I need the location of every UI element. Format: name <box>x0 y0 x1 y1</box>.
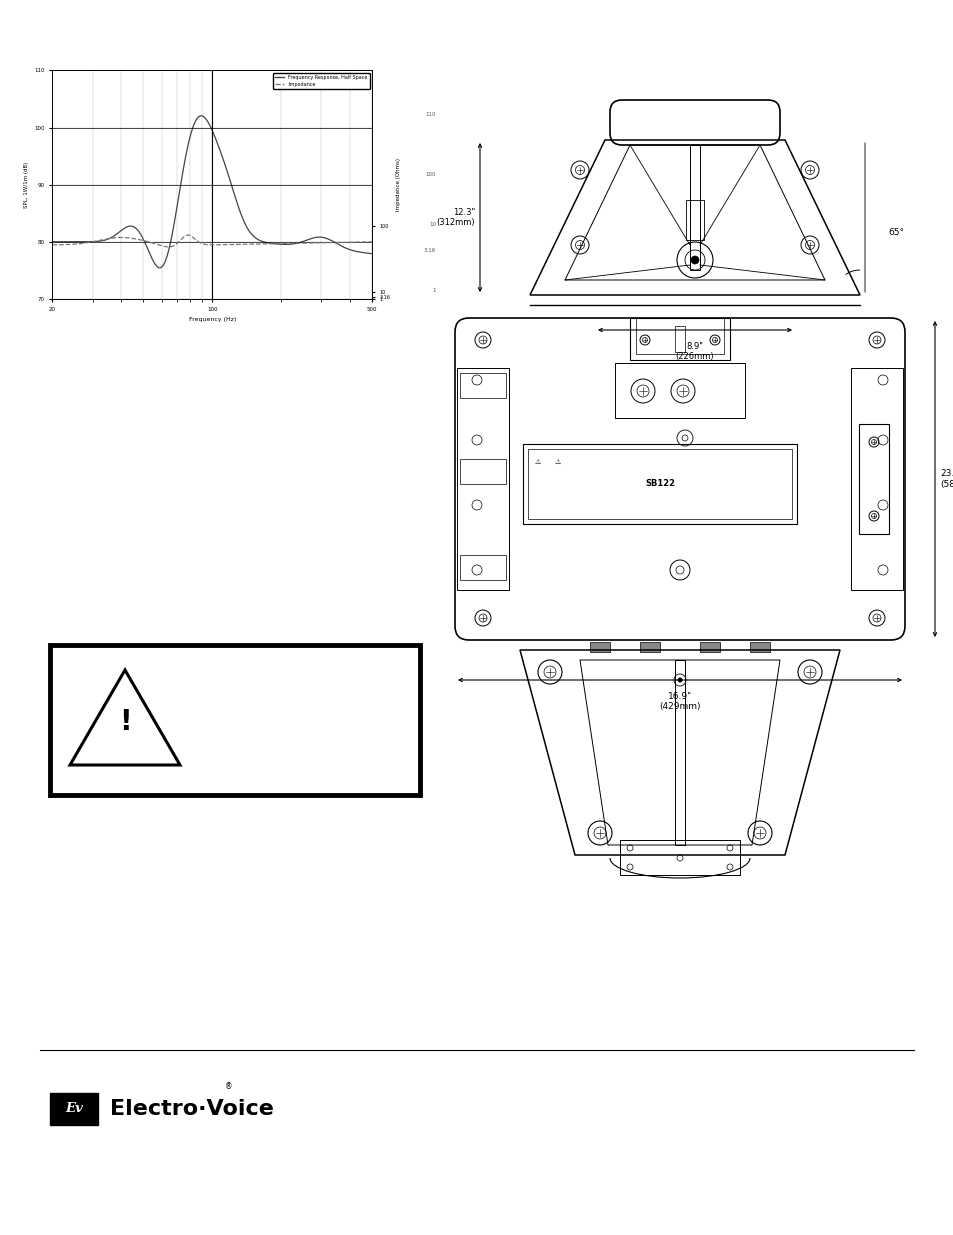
Text: Electro·Voice: Electro·Voice <box>110 1099 274 1119</box>
Bar <box>459 373 505 398</box>
Text: ®: ® <box>225 1082 233 1091</box>
Text: 1: 1 <box>432 288 436 293</box>
Bar <box>749 642 769 652</box>
Text: 110: 110 <box>425 112 436 117</box>
Text: 16.9"
(429mm): 16.9" (429mm) <box>659 692 700 711</box>
Text: SB122: SB122 <box>644 479 675 489</box>
Bar <box>522 445 796 524</box>
Bar <box>50 1093 98 1125</box>
Bar <box>689 144 700 270</box>
Text: Ev: Ev <box>65 1103 83 1115</box>
Y-axis label: SPL, 1W/1m (dB): SPL, 1W/1m (dB) <box>24 162 29 207</box>
Text: 65°: 65° <box>887 228 903 237</box>
Legend: Frequency Response, Half Space, Impedance: Frequency Response, Half Space, Impedanc… <box>273 73 369 89</box>
Bar <box>700 642 720 652</box>
Text: 10: 10 <box>429 222 436 227</box>
Text: 8.9"
(226mm): 8.9" (226mm) <box>675 342 714 362</box>
Text: ⚠: ⚠ <box>555 459 560 466</box>
Text: 12.3"
(312mm): 12.3" (312mm) <box>436 207 475 227</box>
Bar <box>459 459 505 484</box>
Bar <box>675 659 684 845</box>
Bar <box>615 363 744 417</box>
Y-axis label: Impedance (Ohms): Impedance (Ohms) <box>395 158 400 211</box>
Circle shape <box>690 256 699 264</box>
Circle shape <box>677 678 681 683</box>
Bar <box>675 326 684 352</box>
Bar <box>850 368 902 590</box>
Text: 100: 100 <box>425 173 436 178</box>
Bar <box>456 368 509 590</box>
X-axis label: Frequency (Hz): Frequency (Hz) <box>189 317 235 322</box>
Bar <box>639 642 659 652</box>
Bar <box>527 450 791 519</box>
Bar <box>629 317 729 359</box>
Bar <box>589 642 609 652</box>
Bar <box>50 645 419 795</box>
Text: !: ! <box>118 708 132 736</box>
Bar <box>459 555 505 580</box>
Text: ⚠: ⚠ <box>535 459 540 466</box>
Text: 23.1"
(586mm): 23.1" (586mm) <box>939 469 953 489</box>
Bar <box>636 317 723 354</box>
Text: 3.16: 3.16 <box>423 247 436 252</box>
Bar <box>685 200 703 240</box>
Bar <box>619 840 740 876</box>
Bar <box>858 424 888 534</box>
